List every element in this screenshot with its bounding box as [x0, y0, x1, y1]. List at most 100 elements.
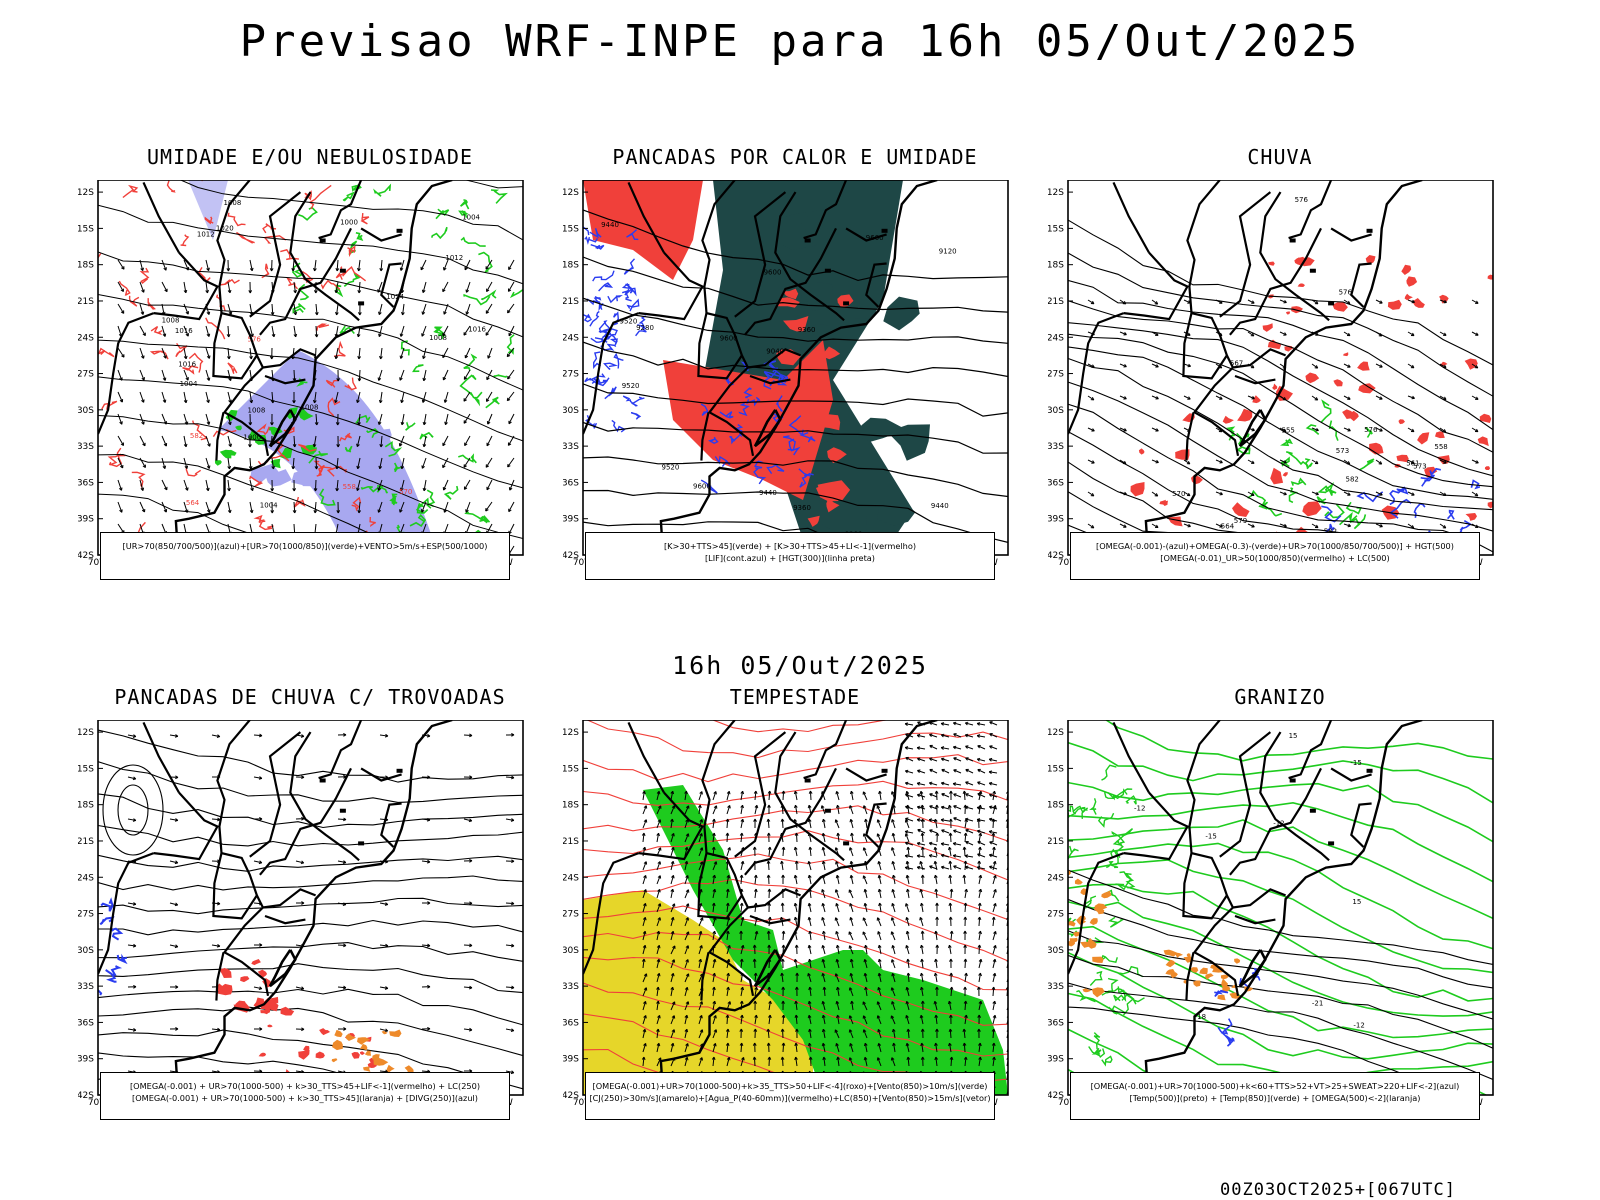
wind-850-vector — [822, 973, 826, 983]
wind-vector-head — [442, 442, 446, 447]
lif-contour — [719, 411, 734, 419]
streamline-arrow-head — [342, 860, 347, 864]
convective-area-k-tts — [805, 282, 833, 307]
wind-vector-head — [271, 465, 275, 470]
wind-850-vector-head — [877, 972, 882, 977]
streamline-arrow-head — [469, 1027, 473, 1032]
wind-850-vector-head — [657, 819, 662, 823]
wind-850-vector-head — [849, 818, 854, 823]
rain-omega-area — [1270, 467, 1284, 485]
wind-850-vector — [781, 861, 784, 871]
wind-850-vector-head — [991, 1042, 996, 1046]
lif-contour — [799, 472, 814, 488]
wind-850-vector — [712, 1001, 716, 1011]
wind-850-vector-head — [963, 1056, 968, 1060]
wind-850-vector-head — [656, 930, 661, 935]
wind-vector-head — [443, 399, 448, 403]
lagoon — [1238, 409, 1267, 448]
wind-850-vector — [863, 1015, 868, 1025]
streamline-arrow-head — [1251, 524, 1255, 528]
wind-vector — [422, 347, 427, 359]
border-line — [701, 180, 755, 457]
streamline-arrow-head — [300, 860, 305, 865]
wind-850-vector-head — [754, 804, 759, 809]
wind-850-vector — [670, 917, 674, 927]
wind-850-vector — [934, 875, 938, 885]
wind-850-vector — [935, 889, 938, 899]
streamline-arrow-head — [1219, 491, 1223, 496]
wind-vector-head — [205, 289, 209, 294]
thunderstorm-area-k — [389, 1029, 402, 1037]
rain-omega-blue — [1446, 509, 1455, 520]
thickness-contour — [316, 464, 325, 477]
thunderstorm-area-k — [363, 1066, 371, 1072]
wind-vector-head — [249, 509, 254, 514]
wind-850-vector-head — [906, 972, 911, 977]
wind-850-vector-head — [935, 1028, 939, 1032]
wind-850-vector — [740, 819, 744, 829]
wind-850-vector-head — [920, 1042, 924, 1047]
wind-850-vector-head — [947, 804, 952, 809]
contour-label: 9520 — [620, 318, 638, 326]
wind-850-vector — [781, 973, 784, 983]
wind-850-vector-head — [849, 847, 853, 851]
wind-850-vector-head — [976, 818, 981, 822]
streamline-arrow — [421, 944, 431, 947]
wind-850-vector — [890, 1015, 896, 1025]
wind-vector-head — [356, 443, 360, 448]
wind-850-vector — [965, 722, 974, 726]
wind-850-vector-head — [864, 986, 868, 991]
thunderstorm-area — [219, 968, 232, 978]
streamline-arrow-head — [1379, 492, 1383, 496]
wind-850-vector-head — [991, 986, 996, 990]
hgt500-contour — [1068, 251, 1493, 397]
wind-vector-head — [248, 444, 252, 448]
wind-850-vector — [684, 1057, 688, 1067]
wind-850-vector-head — [835, 944, 840, 949]
contour-label: 558 — [1434, 443, 1447, 451]
wind-850-vector — [963, 1042, 966, 1053]
wind-850-vector — [905, 945, 910, 955]
wind-850-vector-head — [849, 874, 854, 879]
streamline-arrow — [1119, 363, 1127, 368]
wind-850-vector — [642, 987, 647, 997]
pressure-isobar — [98, 453, 426, 555]
lif-contour — [601, 328, 611, 340]
streamline-arrow-head — [1314, 397, 1319, 401]
wind-850-vector — [989, 806, 998, 810]
wind-850-vector-head — [725, 888, 730, 893]
wind-850-vector — [949, 875, 952, 885]
streamline-arrow-head — [217, 1027, 221, 1032]
wind-vector-head — [140, 311, 145, 315]
wind-vector-head — [378, 399, 383, 404]
humidity-lowlevel-contour — [292, 262, 304, 278]
wind-850-vector — [849, 903, 854, 913]
wind-850-vector — [767, 818, 770, 829]
wind-850-vector-head — [726, 874, 731, 879]
wind-vector-head — [485, 332, 489, 336]
rain-humidity-contour — [1359, 458, 1375, 471]
wind-vector-head — [291, 268, 296, 272]
wind-850-vector-head — [862, 805, 867, 809]
wind-850-vector-head — [670, 888, 675, 893]
rain-humidity-contour — [1305, 458, 1313, 470]
wind-vector-head — [206, 377, 211, 381]
humidity-lowlevel-contour — [384, 441, 403, 457]
wind-vector — [486, 391, 493, 402]
temp-850-contour — [1104, 788, 1133, 800]
contour-label: 579 — [1234, 517, 1247, 525]
wind-850-vector — [978, 889, 982, 899]
wind-850-vector — [712, 791, 717, 801]
wind-vector — [313, 435, 317, 447]
wind-vector — [249, 259, 253, 271]
wind-850-vector-head — [920, 1056, 925, 1060]
wind-850-vector-head — [916, 805, 921, 810]
wind-850-vector-head — [940, 722, 945, 726]
wind-850-vector — [823, 931, 826, 941]
wind-850-vector — [656, 917, 661, 927]
wind-850-vector-head — [794, 1000, 799, 1005]
streamline-arrow — [1375, 299, 1383, 304]
wind-vector-head — [334, 289, 339, 294]
wind-vector — [420, 259, 427, 271]
wind-vector — [507, 369, 515, 380]
